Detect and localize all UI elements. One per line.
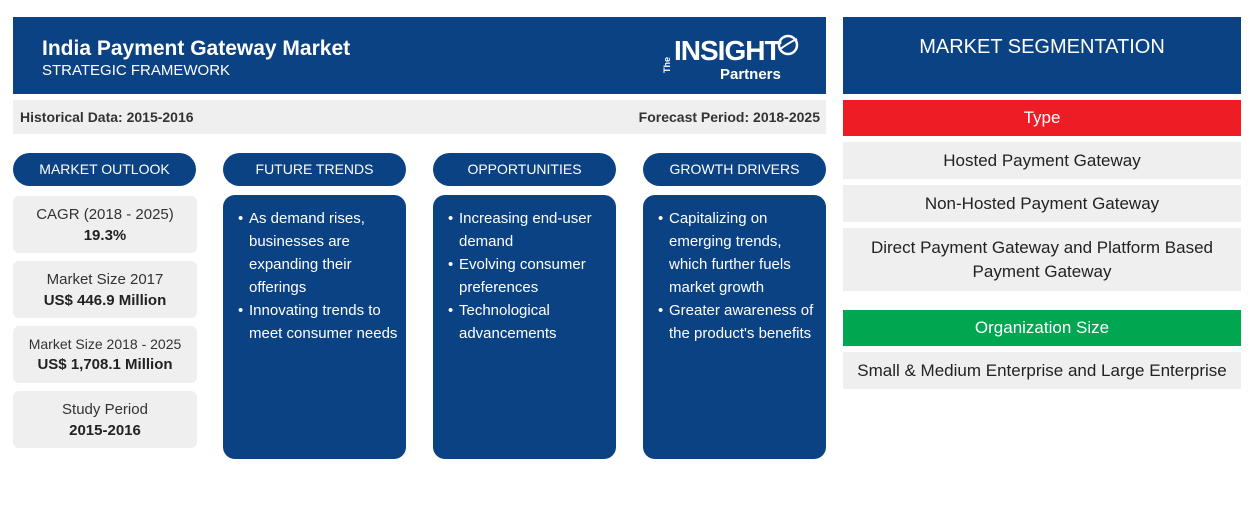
- market-outlook-heading: MARKET OUTLOOK: [13, 153, 196, 186]
- list-item: Capitalizing on emerging trends, which f…: [658, 207, 818, 299]
- list-item: Increasing end-user demand: [448, 207, 608, 253]
- stat-study-period: Study Period 2015-2016: [13, 391, 197, 448]
- list-item: Innovating trends to meet consumer needs: [238, 299, 398, 345]
- stat-label: CAGR (2018 - 2025): [36, 206, 174, 223]
- segment-category-type: Type: [843, 100, 1241, 136]
- segmentation-title: MARKET SEGMENTATION: [843, 17, 1241, 94]
- segment-category-organization-size: Organization Size: [843, 310, 1241, 346]
- list-item: Technological advancements: [448, 299, 608, 345]
- logo-the: The: [662, 56, 672, 73]
- header-banner: India Payment Gateway Market STRATEGIC F…: [13, 17, 826, 94]
- stat-label: Study Period: [62, 401, 148, 418]
- logo-swirl-icon: [777, 34, 799, 56]
- segment-item: Non-Hosted Payment Gateway: [843, 185, 1241, 222]
- historical-data-label: Historical Data: 2015-2016: [20, 109, 194, 125]
- stat-cagr: CAGR (2018 - 2025) 19.3%: [13, 196, 197, 253]
- stat-market-size-forecast: Market Size 2018 - 2025 US$ 1,708.1 Mill…: [13, 326, 197, 383]
- segment-item: Direct Payment Gateway and Platform Base…: [843, 228, 1241, 291]
- period-bar: Historical Data: 2015-2016 Forecast Peri…: [13, 100, 826, 134]
- growth-drivers-heading: GROWTH DRIVERS: [643, 153, 826, 186]
- segment-item: Hosted Payment Gateway: [843, 142, 1241, 179]
- logo-partners: Partners: [720, 66, 781, 83]
- insight-partners-logo: The INSIGHT Partners: [662, 33, 802, 85]
- stat-value: US$ 446.9 Million: [43, 292, 167, 309]
- future-trends-heading: FUTURE TRENDS: [223, 153, 406, 186]
- forecast-period-label: Forecast Period: 2018-2025: [638, 109, 820, 125]
- opportunities-panel: Increasing end-user demand Evolving cons…: [433, 195, 616, 459]
- stat-label: Market Size 2017: [46, 271, 164, 288]
- stat-value: 2015-2016: [69, 422, 141, 439]
- growth-drivers-panel: Capitalizing on emerging trends, which f…: [643, 195, 826, 459]
- stat-value: 19.3%: [83, 227, 127, 244]
- logo-insight: INSIGHT: [674, 35, 782, 66]
- stat-value: US$ 1,708.1 Million: [37, 356, 173, 373]
- stat-label: Market Size 2018 - 2025: [28, 336, 182, 352]
- future-trends-panel: As demand rises, businesses are expandin…: [223, 195, 406, 459]
- list-item: Evolving consumer preferences: [448, 253, 608, 299]
- page-subtitle: STRATEGIC FRAMEWORK: [42, 62, 231, 79]
- segment-item: Small & Medium Enterprise and Large Ente…: [843, 352, 1241, 389]
- opportunities-heading: OPPORTUNITIES: [433, 153, 616, 186]
- page-title: India Payment Gateway Market: [42, 37, 351, 60]
- list-item: As demand rises, businesses are expandin…: [238, 207, 398, 299]
- list-item: Greater awareness of the product's benef…: [658, 299, 818, 345]
- stat-market-size-2017: Market Size 2017 US$ 446.9 Million: [13, 261, 197, 318]
